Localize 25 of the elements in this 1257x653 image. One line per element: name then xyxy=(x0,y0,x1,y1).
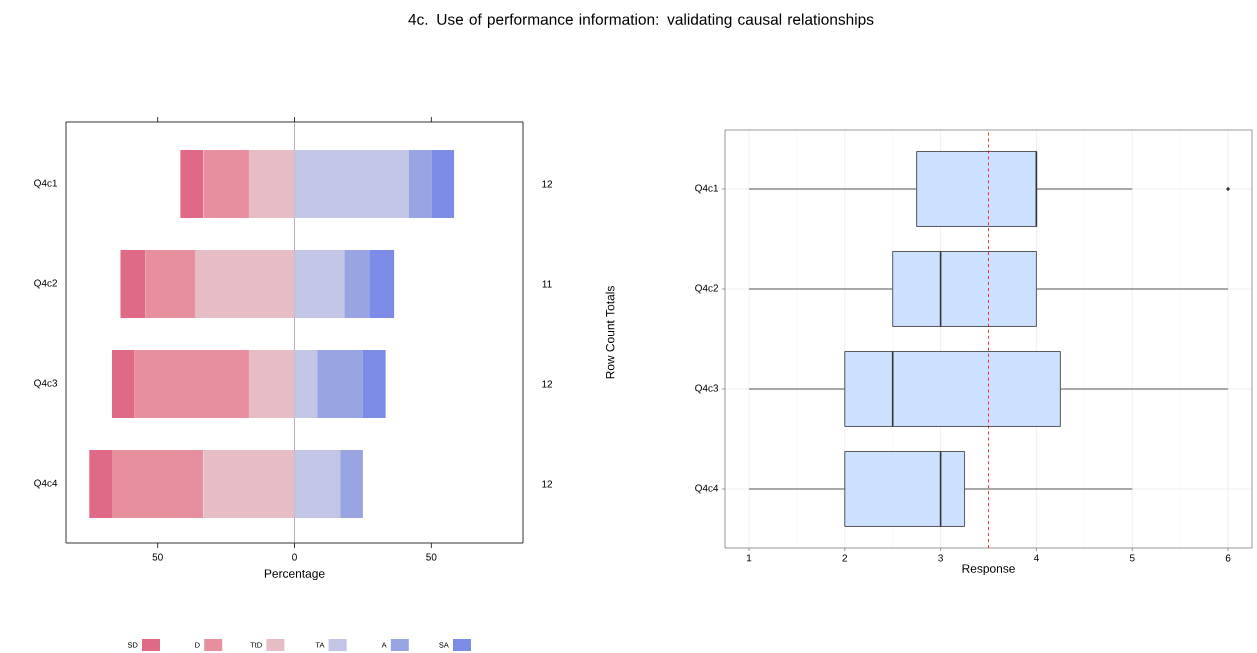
text: 12 xyxy=(542,380,553,388)
y-tick-label: Q4c1 xyxy=(34,179,58,189)
x-axis-title: Percentage xyxy=(264,569,325,581)
x-tick-label: 1 xyxy=(746,554,752,562)
text: 12 xyxy=(542,480,553,488)
x-tick-label: 6 xyxy=(1225,554,1231,562)
x-axis-title: Response xyxy=(962,564,1015,576)
x-tick-label: 3 xyxy=(938,554,943,562)
x-tick-label: 5 xyxy=(1129,554,1135,562)
y-tick-label: Q4c3 xyxy=(695,384,719,394)
y-tick-label: Q4c4 xyxy=(695,484,719,494)
y-tick-label: Q4c2 xyxy=(695,284,718,294)
y-tick-label: Q4c4 xyxy=(34,479,58,489)
x-tick-label: 50 xyxy=(152,553,163,561)
text: 12 xyxy=(542,180,553,188)
y-tick-label: Q4c3 xyxy=(34,379,58,389)
x-tick-label: 0 xyxy=(292,553,297,561)
y-tick-label: Q4c2 xyxy=(34,279,57,289)
text: 11 xyxy=(542,280,552,288)
y-tick-label: Q4c1 xyxy=(695,184,719,194)
x-tick-label: 2 xyxy=(842,554,848,562)
x-tick-label: 4 xyxy=(1033,554,1039,562)
text: 4c. Use of performance information: validating causal relationships xyxy=(408,13,874,28)
x-tick-label: 50 xyxy=(426,553,437,561)
y2-axis-title: Row Count Totals xyxy=(605,286,615,379)
